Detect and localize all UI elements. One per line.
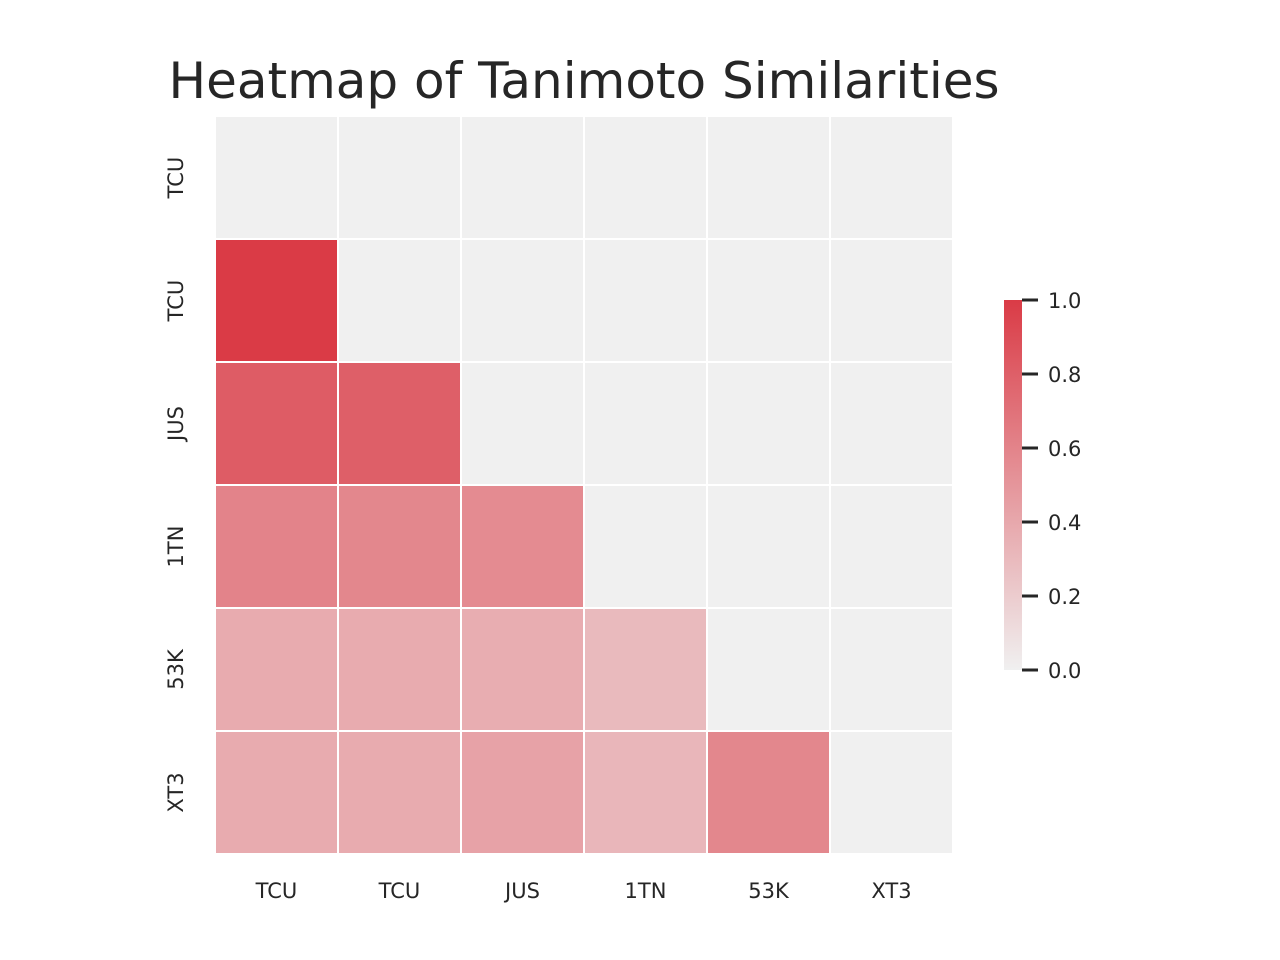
heatmap-cell [214,238,339,363]
y-tick-label: 1TN [164,526,188,568]
heatmap-cell [337,361,462,486]
heatmap-cell [583,730,708,855]
heatmap-cell [460,484,585,609]
x-tick-label: TCU [255,879,298,903]
x-tick-label: 53K [748,879,790,903]
x-tick-label: TCU [378,879,421,903]
heatmap-cell-masked [583,115,708,240]
heatmap-cell-masked [460,115,585,240]
colorbar-tick-label: 0.6 [1048,437,1081,461]
heatmap-cell [337,607,462,732]
heatmap-cell-masked [829,607,954,732]
heatmap-cell [214,607,339,732]
heatmap-cell [583,607,708,732]
x-tick-label: XT3 [871,879,911,903]
y-tick-label: TCU [164,280,188,323]
heatmap-cell-masked [706,238,831,363]
heatmap-cell-masked [829,115,954,240]
colorbar-ticks: 0.0 0.2 0.4 0.6 0.8 1.0 [1022,289,1081,683]
heatmap-cell-masked [829,361,954,486]
heatmap-cell [460,607,585,732]
y-tick-label: XT3 [164,772,188,812]
heatmap-cell-masked [337,238,462,363]
x-tick-labels: TCU TCU JUS 1TN 53K XT3 [255,879,912,903]
heatmap-cell-masked [337,115,462,240]
heatmap-cell [337,730,462,855]
y-tick-label: 53K [164,648,188,690]
colorbar [1004,300,1022,670]
colorbar-tick-label: 0.0 [1048,659,1081,683]
heatmap-cell-masked [583,484,708,609]
x-tick-label: 1TN [625,879,667,903]
heatmap-cell-masked [460,238,585,363]
heatmap-cell-masked [829,484,954,609]
heatmap-cell-masked [706,607,831,732]
heatmap-cell-masked [829,730,954,855]
heatmap-cell-masked [583,238,708,363]
heatmap-cell [214,730,339,855]
heatmap-cell [706,730,831,855]
heatmap-cell-masked [706,361,831,486]
heatmap-cells [214,115,954,855]
heatmap-cell [337,484,462,609]
y-tick-labels: TCU TCU JUS 1TN 53K XT3 [164,157,188,813]
heatmap-cell-masked [460,361,585,486]
heatmap-cell-masked [214,115,339,240]
y-tick-label: TCU [164,157,188,200]
heatmap-cell-masked [706,484,831,609]
colorbar-tick-label: 0.8 [1048,363,1081,387]
x-tick-label: JUS [503,879,540,903]
heatmap-cell [460,730,585,855]
colorbar-tick-label: 0.4 [1048,511,1081,535]
heatmap-cell-masked [706,115,831,240]
heatmap-cell [214,361,339,486]
y-tick-label: JUS [164,406,188,443]
heatmap-cell [214,484,339,609]
heatmap-cell-masked [829,238,954,363]
heatmap-cell-masked [583,361,708,486]
chart-title: Heatmap of Tanimoto Similarities [168,52,999,110]
colorbar-tick-label: 1.0 [1048,289,1081,313]
colorbar-tick-label: 0.2 [1048,585,1081,609]
